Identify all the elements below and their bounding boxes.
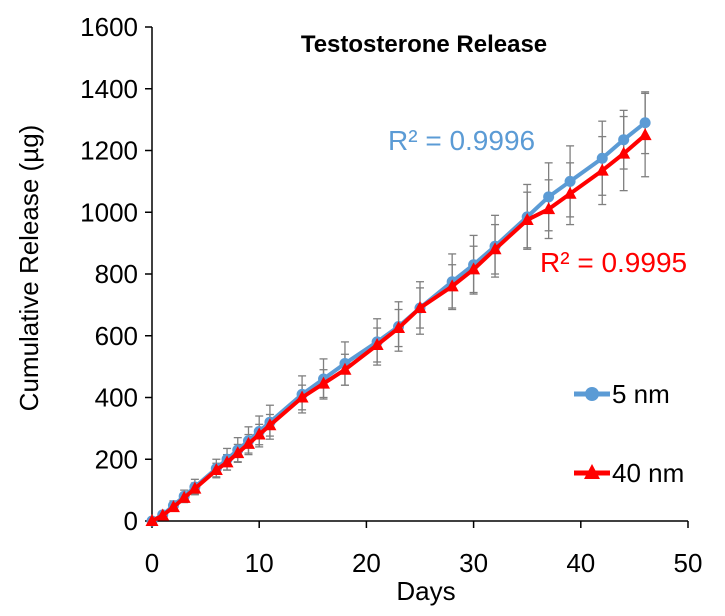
- data-point-40nm: [520, 212, 534, 225]
- legend-label-5nm: 5 nm: [612, 379, 670, 409]
- data-point-40nm: [467, 262, 481, 275]
- x-tick-label: 30: [459, 548, 488, 578]
- legend-marker-triangle: [584, 464, 600, 479]
- axes: 0 200 400 600 800 1000 1200 1400 1600 0 10 20 30 40 50: [80, 12, 702, 578]
- data-point-40nm: [488, 242, 502, 255]
- x-tick-label: 50: [674, 548, 703, 578]
- data-point-5nm: [618, 134, 630, 146]
- data-point-40nm: [252, 427, 266, 440]
- r2-annotation-40nm: R² = 0.9995: [540, 247, 687, 278]
- data-point-40nm: [145, 514, 159, 526]
- y-tick-label: 800: [95, 259, 138, 289]
- data-point-40nm: [220, 455, 234, 468]
- x-axis-title: Days: [396, 576, 455, 606]
- data-point-5nm: [639, 117, 651, 129]
- data-point-40nm: [392, 321, 406, 334]
- x-tick-label: 0: [145, 548, 159, 578]
- legend: 5 nm 40 nm: [574, 379, 684, 488]
- data-point-40nm: [595, 163, 609, 176]
- r2-annotation-5nm: R² = 0.9996: [388, 125, 535, 156]
- data-point-40nm: [263, 418, 277, 431]
- legend-marker-circle: [585, 387, 599, 401]
- y-tick-label: 1400: [80, 74, 138, 104]
- data-point-5nm: [596, 152, 608, 164]
- data-point-40nm: [638, 128, 652, 141]
- data-point-5nm: [543, 191, 555, 203]
- y-tick-label: 0: [124, 506, 138, 536]
- data-point-40nm: [156, 508, 170, 521]
- data-point-5nm: [564, 175, 576, 187]
- chart-title: Testosterone Release: [301, 31, 547, 58]
- data-point-40nm: [241, 436, 255, 449]
- data-point-40nm: [338, 362, 352, 375]
- legend-item-40nm: 40 nm: [574, 458, 684, 488]
- y-tick-label: 400: [95, 383, 138, 413]
- x-tick-label: 10: [245, 548, 274, 578]
- data-point-40nm: [188, 481, 202, 494]
- data-point-40nm: [563, 186, 577, 199]
- y-tick-label: 1600: [80, 12, 138, 42]
- data-point-40nm: [166, 500, 180, 513]
- data-point-40nm: [617, 146, 631, 159]
- y-tick-label: 200: [95, 444, 138, 474]
- y-axis-title: Cumulative Release (µg): [14, 125, 44, 412]
- data-point-40nm: [209, 463, 223, 476]
- data-point-40nm: [445, 279, 459, 292]
- legend-item-5nm: 5 nm: [574, 379, 670, 409]
- data-point-40nm: [295, 390, 309, 403]
- data-point-40nm: [231, 446, 245, 459]
- legend-label-40nm: 40 nm: [612, 458, 684, 488]
- data-point-40nm: [413, 300, 427, 313]
- y-tick-label: 600: [95, 321, 138, 351]
- data-point-40nm: [542, 202, 556, 215]
- data-point-40nm: [177, 490, 191, 503]
- data-point-40nm: [370, 338, 384, 351]
- y-tick-label: 1200: [80, 136, 138, 166]
- y-tick-label: 1000: [80, 197, 138, 227]
- data-point-40nm: [317, 376, 331, 389]
- x-tick-label: 40: [566, 548, 595, 578]
- series-group: [145, 117, 652, 527]
- x-tick-label: 20: [352, 548, 381, 578]
